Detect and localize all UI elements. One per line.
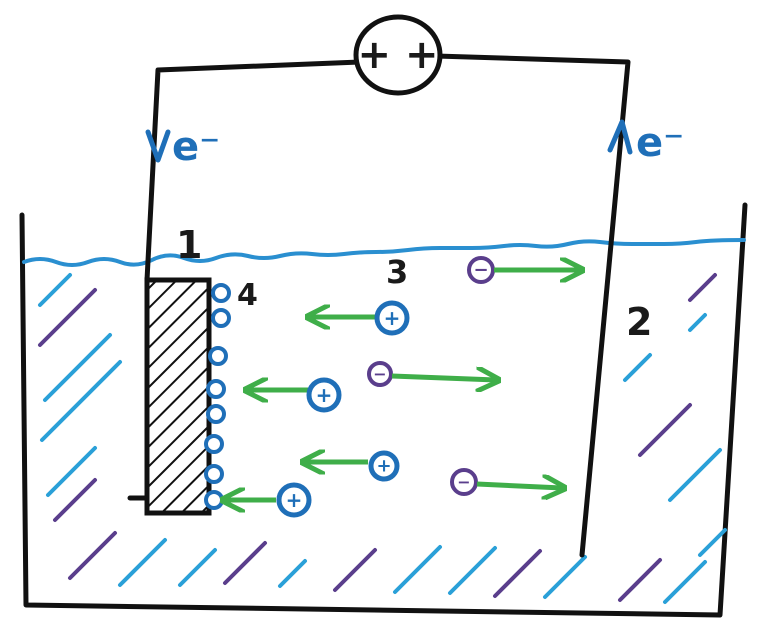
adsorbed-ion-layer (204, 283, 231, 510)
cation-ion (368, 450, 400, 482)
cation-ion (276, 482, 312, 518)
anion-ion (367, 361, 393, 387)
svg-text:+: + (316, 383, 333, 407)
anion-ion (467, 256, 495, 284)
adsorbed-layer-label: 4 (237, 278, 258, 313)
electrode-1 (144, 277, 212, 516)
up-arrow-icon (607, 119, 633, 155)
electrode-2-label: 2 (626, 300, 652, 344)
svg-text:+: + (376, 456, 391, 477)
electron-flow-left: e⁻ (145, 124, 220, 170)
svg-text:−: − (473, 260, 488, 281)
beaker (19, 202, 748, 618)
electrolyte-surface (22, 238, 746, 267)
electron-flow-right: e⁻ (607, 119, 684, 166)
circuit-wire (144, 53, 631, 558)
electrolyte-label: 3 (386, 253, 408, 291)
electron-label-right: e⁻ (636, 120, 684, 166)
svg-text:−: − (373, 365, 386, 384)
power-source: + + (353, 14, 443, 96)
svg-text:−: − (457, 473, 470, 492)
electrolyte-hatching (38, 273, 727, 604)
electron-label-left: e⁻ (172, 124, 220, 170)
down-arrow-icon (145, 129, 171, 163)
svg-text:+: + (286, 488, 303, 512)
anion-ion (450, 468, 478, 496)
cation-ion (306, 377, 342, 413)
power-source-label: + + (358, 32, 439, 78)
anion-group: − − − (367, 256, 580, 496)
cation-group: + + + + (225, 300, 410, 518)
cation-ion (374, 300, 410, 336)
svg-text:+: + (384, 306, 401, 330)
electrode-1-label: 1 (176, 223, 202, 267)
